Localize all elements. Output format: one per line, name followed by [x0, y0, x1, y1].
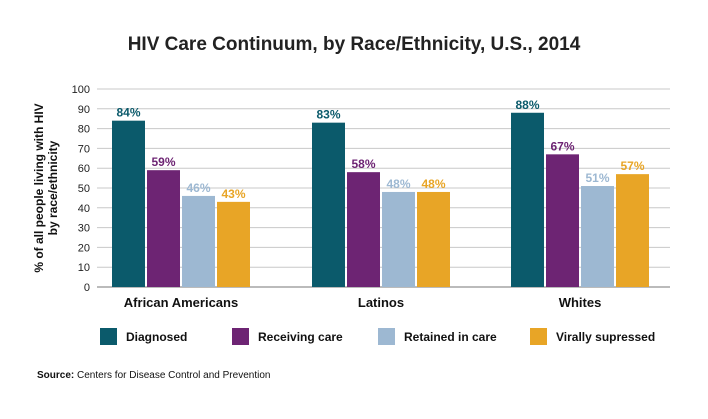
legend-label: Virally supressed: [556, 329, 656, 344]
data-label: 59%: [151, 155, 175, 169]
legend-swatch: [232, 328, 249, 345]
bar: [511, 112, 544, 287]
bar: [616, 174, 649, 287]
y-tick-label: 10: [78, 262, 90, 274]
bar: [112, 120, 145, 288]
bar: [546, 154, 579, 287]
legend-swatch: [100, 328, 117, 345]
y-tick-label: 70: [78, 143, 90, 155]
y-tick-label: 100: [72, 84, 90, 96]
chart-legend: Diagnosed Receiving care Retained in care V…: [100, 328, 680, 350]
bar: [347, 172, 380, 287]
legend-label: Receiving care: [258, 329, 343, 344]
data-label: 48%: [386, 177, 410, 191]
chart-title: HIV Care Continuum, by Race/Ethnicity, U…: [127, 34, 581, 55]
legend-label: Diagnosed: [126, 329, 188, 344]
y-axis-label: by race/ethnicity: [46, 140, 60, 235]
legend-swatch: [378, 328, 395, 345]
legend-swatch: [530, 328, 547, 345]
source-note: Source: Centers for Disease Control and …: [37, 370, 270, 381]
y-tick-label: 60: [78, 163, 90, 175]
x-category-label: Whites: [559, 295, 602, 310]
y-tick-label: 30: [78, 223, 90, 235]
bar: [417, 191, 450, 287]
data-label: 57%: [620, 159, 644, 173]
data-label: 51%: [585, 171, 609, 185]
x-category-label: African Americans: [124, 295, 238, 310]
legend-item: Diagnosed: [100, 328, 187, 345]
y-tick-label: 80: [78, 124, 90, 136]
legend-item: Retained in care: [378, 328, 497, 345]
y-tick-label: 40: [78, 203, 90, 215]
data-label: 46%: [186, 181, 210, 195]
bar: [217, 201, 250, 287]
bar: [382, 191, 415, 287]
source-label: Source:: [37, 370, 75, 381]
bar: [147, 170, 180, 287]
data-label: 58%: [351, 157, 375, 171]
data-label: 88%: [515, 98, 539, 112]
y-tick-label: 0: [84, 282, 90, 294]
bar: [182, 195, 215, 287]
y-axis-label: % of all people living with HIV: [32, 103, 46, 272]
source-text: Centers for Disease Control and Preventi…: [74, 370, 271, 381]
data-label: 83%: [316, 108, 340, 122]
legend-item: Virally supressed: [530, 328, 655, 345]
legend-label: Retained in care: [404, 329, 497, 344]
data-label: 67%: [550, 139, 574, 153]
data-label: 48%: [421, 177, 445, 191]
x-category-label: Latinos: [358, 295, 404, 310]
y-tick-label: 90: [78, 104, 90, 116]
bar: [581, 186, 614, 287]
legend-item: Receiving care: [232, 328, 343, 345]
y-tick-label: 50: [78, 183, 90, 195]
data-label: 43%: [221, 187, 245, 201]
y-tick-label: 20: [78, 242, 90, 254]
data-label: 84%: [116, 106, 140, 120]
bar: [312, 122, 345, 287]
